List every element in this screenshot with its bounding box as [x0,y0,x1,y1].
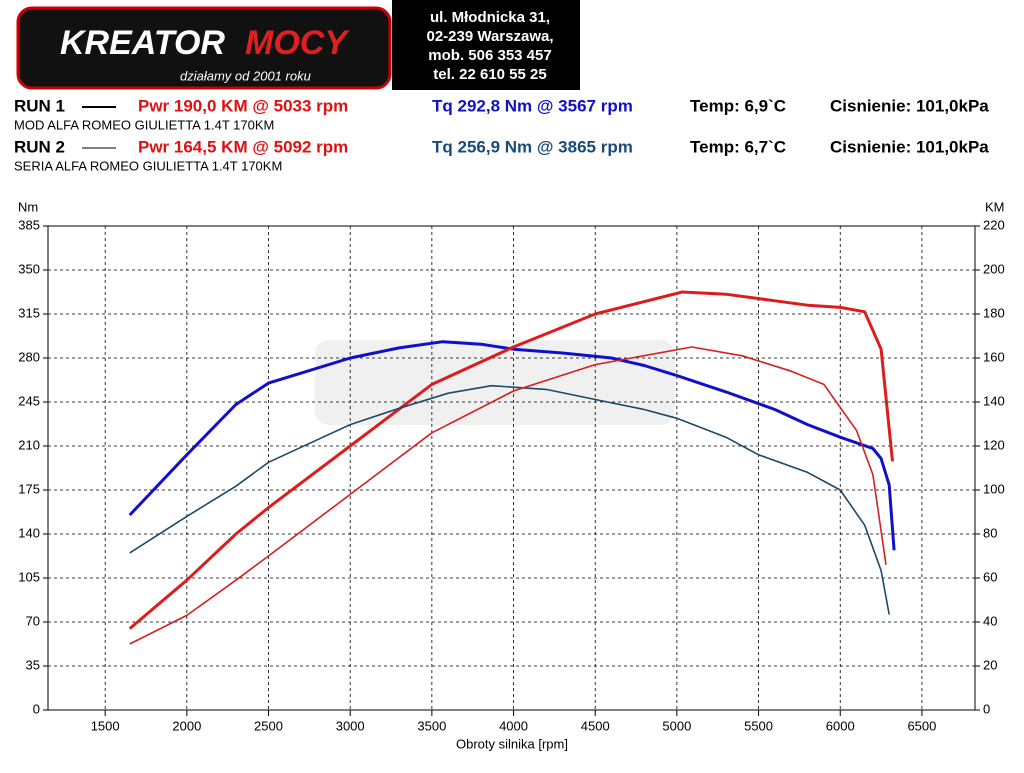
x-tick-label: 5500 [744,718,773,733]
y-tick-label: 175 [18,481,40,496]
x-tick-label: 4500 [581,718,610,733]
run-label: RUN 1 [14,96,65,115]
y-tick-label: 315 [18,305,40,320]
run-info: RUN 1 Pwr 190,0 KM @ 5033 rpm Tq 292,8 Nm … [14,96,989,173]
y2-tick-label: 100 [983,481,1005,496]
y-tick-label: 280 [18,349,40,364]
run-temp: Temp: 6,9`C [690,96,786,115]
y2-tick-label: 220 [983,217,1005,232]
y2-tick-label: 180 [983,305,1005,320]
run-temp: Temp: 6,7`C [690,137,786,156]
run-torque: Tq 292,8 Nm @ 3567 rpm [432,96,633,115]
run-desc: SERIA ALFA ROMEO GIULIETTA 1.4T 170KM [14,158,282,173]
plot: 1500 2000 2500 3000 3500 4000 4500 5000 5500 6000… [18,199,1005,751]
address-box [392,0,580,90]
y-tick-label: 0 [33,701,40,716]
logo-text: KREATOR [60,24,225,62]
y2-tick-label: 60 [983,569,997,584]
y2-tick-label: 140 [983,393,1005,408]
y-tick-label: 35 [26,657,40,672]
y-tick-label: 140 [18,525,40,540]
data-line [128,340,896,551]
data-line [129,384,890,615]
x-tick-label: 2000 [172,718,201,733]
y2-axis-label: KM [985,199,1005,214]
y-axis-label: Nm [18,199,38,214]
run-pressure: Cisnienie: 101,0kPa [830,96,989,115]
run-power: Pwr 190,0 KM @ 5033 rpm [138,96,348,115]
address: tel. 22 610 55 25 [433,66,546,83]
run-torque: Tq 256,9 Nm @ 3865 rpm [432,137,633,156]
y-tick-label: 350 [18,261,40,276]
y-tick-label: 70 [26,613,40,628]
x-tick-label: 3000 [336,718,365,733]
y2-tick-label: 0 [983,701,990,716]
y2-tick-label: 160 [983,349,1005,364]
address: ul. Młodnicka 31, [430,9,550,26]
run-pressure: Cisnienie: 101,0kPa [830,137,989,156]
x-axis-label: Obroty silnika [rpm] [456,736,568,751]
run-desc: MOD ALFA ROMEO GIULIETTA 1.4T 170KM [14,117,274,132]
y-tick-label: 245 [18,393,40,408]
logo-text: MOCY [245,24,350,62]
x-tick-label: 3500 [417,718,446,733]
y2-tick-label: 40 [983,613,997,628]
y2-tick-label: 80 [983,525,997,540]
x-tick-label: 1500 [91,718,120,733]
address: mob. 506 353 457 [428,47,551,64]
x-tick-label: 5000 [662,718,691,733]
x-tick-label: 4000 [499,718,528,733]
x-tick-label: 6500 [907,718,936,733]
y-tick-label: 385 [18,217,40,232]
y-tick-label: 210 [18,437,40,452]
y2-tick-label: 120 [983,437,1005,452]
y2-tick-label: 200 [983,261,1005,276]
x-tick-label: 2500 [254,718,283,733]
data-line [129,346,887,645]
data-line [128,290,894,630]
y-tick-label: 105 [18,569,40,584]
x-tick-label: 6000 [826,718,855,733]
run-power: Pwr 164,5 KM @ 5092 rpm [138,137,348,156]
y2-tick-label: 20 [983,657,997,672]
logo-slogan: działamy od 2001 roku [180,68,311,83]
run-label: RUN 2 [14,137,65,156]
logo-box [16,6,392,90]
address: 02-239 Warszawa, [426,28,553,45]
